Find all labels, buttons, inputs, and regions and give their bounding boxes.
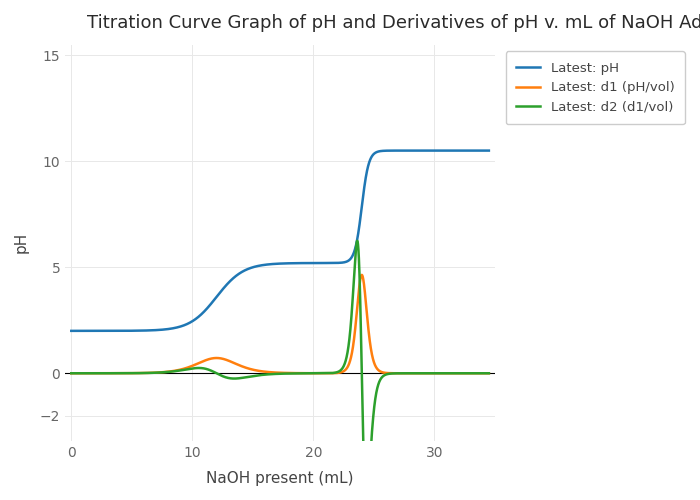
Latest: d2 (d1/vol): (6.27, 0.0145): d2 (d1/vol): (6.27, 0.0145) [143,370,151,376]
Latest: d1 (pH/vol): (20.7, 0.00133): d1 (pH/vol): (20.7, 0.00133) [318,370,326,376]
Latest: pH: (20.7, 5.2): pH: (20.7, 5.2) [318,260,326,266]
Line: Latest: d1 (pH/vol): Latest: d1 (pH/vol) [71,275,489,374]
Latest: d1 (pH/vol): (28.4, 5.35e-06): d1 (pH/vol): (28.4, 5.35e-06) [410,370,419,376]
X-axis label: NaOH present (mL): NaOH present (mL) [206,471,354,486]
Latest: d2 (d1/vol): (24.2, -5): d2 (d1/vol): (24.2, -5) [360,476,368,482]
Latest: pH: (25.7, 10.5): pH: (25.7, 10.5) [379,148,387,154]
Latest: d1 (pH/vol): (24, 4.64): d1 (pH/vol): (24, 4.64) [358,272,366,278]
Line: Latest: pH: Latest: pH [71,150,489,331]
Latest: d2 (d1/vol): (20.7, -0.000433): d2 (d1/vol): (20.7, -0.000433) [318,370,326,376]
Y-axis label: pH: pH [14,232,29,254]
Latest: d2 (d1/vol): (22.4, 0.268): d2 (d1/vol): (22.4, 0.268) [339,364,347,370]
Latest: pH: (13.2, 4.38): pH: (13.2, 4.38) [227,278,235,283]
Latest: d2 (d1/vol): (13.2, -0.241): d2 (d1/vol): (13.2, -0.241) [227,376,235,382]
Latest: d1 (pH/vol): (6.27, 0.0163): d1 (pH/vol): (6.27, 0.0163) [143,370,151,376]
Latest: pH: (34.5, 10.5): pH: (34.5, 10.5) [484,148,493,154]
Latest: d1 (pH/vol): (13.2, 0.549): d1 (pH/vol): (13.2, 0.549) [227,358,235,364]
Latest: pH: (22.4, 5.22): pH: (22.4, 5.22) [339,260,347,266]
Latest: d2 (d1/vol): (25.8, -0.138): d2 (d1/vol): (25.8, -0.138) [379,373,387,379]
Line: Latest: d2 (d1/vol): Latest: d2 (d1/vol) [71,241,489,480]
Text: Titration Curve Graph of pH and Derivatives of pH v. mL of NaOH Added: Titration Curve Graph of pH and Derivati… [87,14,700,32]
Latest: d2 (d1/vol): (28.4, -1.54e-05): d2 (d1/vol): (28.4, -1.54e-05) [411,370,419,376]
Latest: d1 (pH/vol): (0, 5.89e-05): d1 (pH/vol): (0, 5.89e-05) [67,370,76,376]
Latest: pH: (6.27, 2.02): pH: (6.27, 2.02) [143,328,151,334]
Latest: d2 (d1/vol): (0, 2.66e-05): d2 (d1/vol): (0, 2.66e-05) [67,370,76,376]
Latest: d1 (pH/vol): (22.4, 0.0775): d1 (pH/vol): (22.4, 0.0775) [339,368,347,374]
Latest: d2 (d1/vol): (34.5, -2.11e-09): d2 (d1/vol): (34.5, -2.11e-09) [484,370,493,376]
Legend: Latest: pH, Latest: d1 (pH/vol), Latest: d2 (d1/vol): Latest: pH, Latest: d1 (pH/vol), Latest:… [506,51,685,125]
Latest: d2 (d1/vol): (23.6, 6.25): d2 (d1/vol): (23.6, 6.25) [353,238,361,244]
Latest: d1 (pH/vol): (34.5, 4.64e-09): d1 (pH/vol): (34.5, 4.64e-09) [484,370,493,376]
Latest: d1 (pH/vol): (25.7, 0.0406): d1 (pH/vol): (25.7, 0.0406) [379,370,387,376]
Latest: pH: (0, 2): pH: (0, 2) [67,328,76,334]
Latest: pH: (28.4, 10.5): pH: (28.4, 10.5) [410,148,419,154]
